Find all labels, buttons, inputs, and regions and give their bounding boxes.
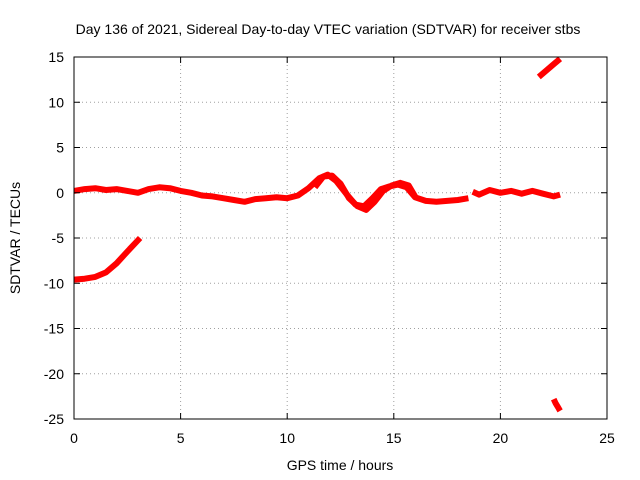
- x-tick-label: 25: [599, 430, 615, 446]
- series-secondary-loop: [312, 172, 418, 213]
- y-tick-label: -15: [44, 321, 64, 337]
- y-tick-label: 15: [48, 49, 64, 65]
- y-axis-ticks: -25 -20 -15 -10 -5 0 5 10 15: [44, 49, 607, 427]
- plot-frame: [73, 56, 608, 420]
- y-tick-label: -5: [52, 230, 65, 246]
- y-tick-label: -20: [44, 366, 64, 382]
- y-axis-title: SDTVAR / TECUs: [7, 182, 23, 294]
- x-axis-title: GPS time / hours: [287, 457, 394, 473]
- chart-title: Day 136 of 2021, Sidereal Day-to-day VTE…: [76, 21, 581, 37]
- x-tick-label: 5: [177, 430, 185, 446]
- y-tick-label: -25: [44, 411, 64, 427]
- x-tick-label: 20: [493, 430, 509, 446]
- y-tick-label: 5: [56, 140, 64, 156]
- series-top-right-jump: [536, 56, 563, 80]
- x-tick-label: 0: [70, 430, 78, 446]
- grid-lines: [74, 57, 607, 419]
- series-bottom-right-jump: [550, 397, 563, 413]
- x-tick-label: 10: [279, 430, 295, 446]
- x-tick-label: 15: [386, 430, 402, 446]
- series-late-trace: [471, 187, 561, 200]
- y-tick-label: -10: [44, 275, 64, 291]
- x-axis-ticks: 0 5 10 15 20 25: [70, 57, 615, 446]
- y-tick-label: 0: [56, 185, 64, 201]
- series-low-trace: [73, 235, 143, 283]
- y-tick-label: 10: [48, 94, 64, 110]
- data-series: [73, 56, 563, 413]
